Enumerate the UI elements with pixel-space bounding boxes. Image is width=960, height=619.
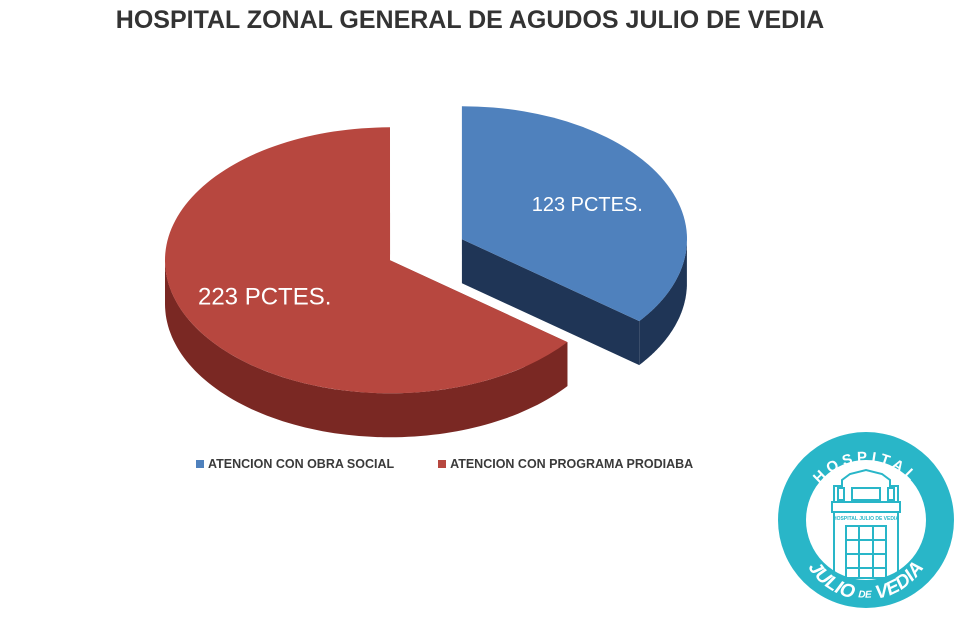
logo-building-icon (831, 468, 901, 579)
pie-slice-prodiaba: 223 PCTES. (164, 127, 568, 438)
legend-label-obra-social: ATENCION CON OBRA SOCIAL (208, 457, 395, 471)
pie-slice-top-prodiaba (164, 127, 568, 394)
legend-item-prodiaba: ATENCION CON PROGRAMA PRODIABA (438, 457, 693, 471)
legend-label-prodiaba: ATENCION CON PROGRAMA PRODIABA (450, 457, 694, 471)
pie-slice-wall-obra-social-end (461, 239, 640, 366)
hospital-logo: HOSPITAL JULIO DE VEDIA HOSPITAL JULIO D… (778, 432, 954, 608)
logo-circle-inner (806, 460, 926, 580)
pie-slice-top-obra-social (461, 106, 688, 322)
logo-building-text: HOSPITAL JULIO DE VEDIA (833, 516, 899, 522)
legend-swatch-prodiaba (438, 460, 447, 468)
legend-item-obra-social: ATENCION CON OBRA SOCIAL (196, 457, 394, 471)
chart-legend: ATENCION CON OBRA SOCIAL ATENCION CON PR… (196, 457, 737, 471)
chart-title: HOSPITAL ZONAL GENERAL DE AGUDOS JULIO D… (115, 6, 825, 34)
pie-slice-side-obra-social (639, 239, 687, 366)
pie-slice-side-prodiaba (165, 260, 568, 438)
pie-slice-obra-social: 123 PCTES. (461, 106, 688, 366)
data-label-obra-social: 123 PCTES. (532, 194, 643, 216)
data-label-prodiaba: 223 PCTES. (198, 283, 331, 310)
legend-swatch-obra-social (196, 460, 204, 468)
